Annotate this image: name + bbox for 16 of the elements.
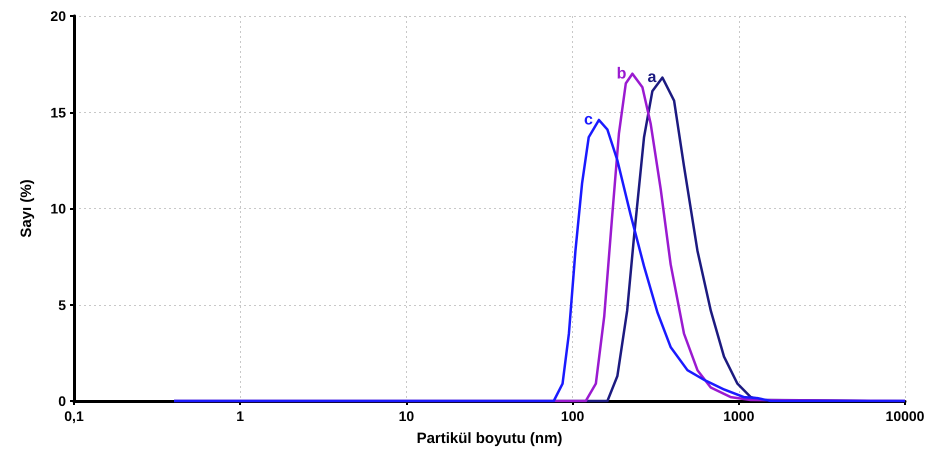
y-tick-label: 10: [50, 200, 66, 216]
series-label: a: [647, 69, 656, 86]
y-axis-title: Sayı (%): [18, 179, 35, 238]
series-label: b: [616, 65, 627, 82]
y-tick-label: 20: [50, 8, 66, 24]
x-tick-label: 0,1: [64, 408, 84, 424]
x-tick-label: 10: [398, 408, 414, 424]
y-tick-label: 5: [58, 296, 66, 313]
x-tick-label: 100: [560, 408, 584, 424]
y-tick-label: 0: [58, 393, 66, 409]
y-tick-label: 15: [50, 104, 66, 120]
series-label: c: [584, 111, 594, 128]
x-axis-title: Partikül boyutu (nm): [416, 430, 562, 447]
x-tick-label: 10000: [886, 408, 925, 424]
x-tick-label: 1: [236, 408, 244, 424]
x-tick-label: 1000: [723, 408, 755, 424]
